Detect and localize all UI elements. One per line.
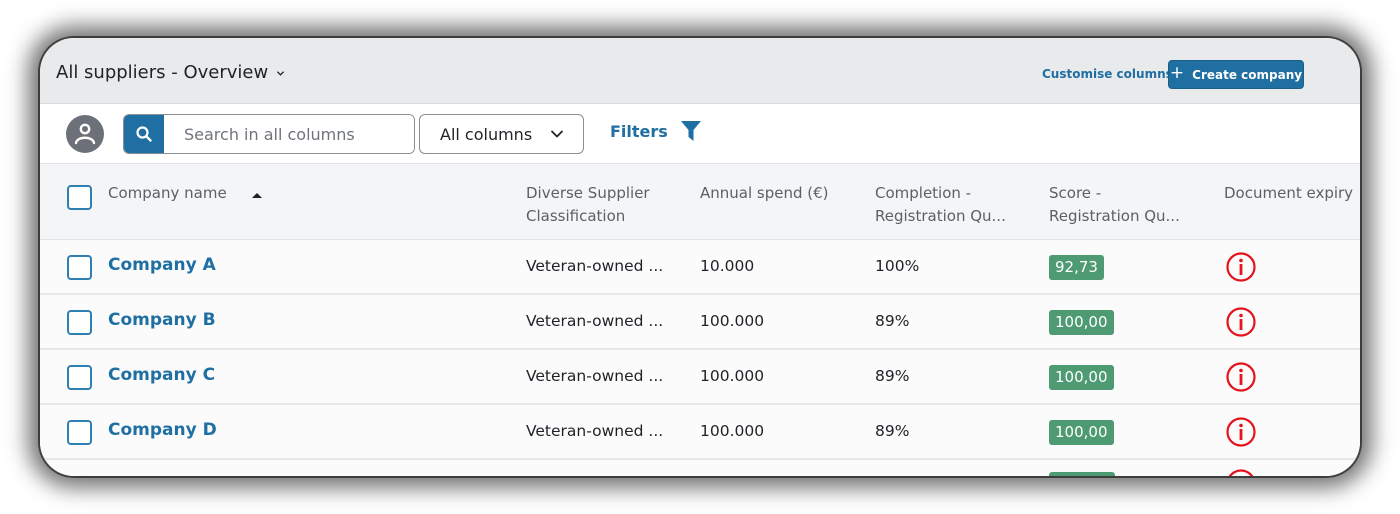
classification-cell: Veteran-owned ...	[526, 422, 664, 440]
completion-cell: 89%	[875, 367, 910, 385]
search-icon	[136, 126, 152, 142]
search-button[interactable]	[124, 115, 164, 153]
score-badge: 100,00	[1049, 365, 1114, 390]
view-selector[interactable]: All suppliers - Overview	[56, 62, 285, 83]
column-header-score[interactable]: Score - Registration Qu...	[1049, 184, 1180, 225]
search-input[interactable]	[164, 115, 414, 153]
avatar[interactable]	[66, 115, 104, 153]
toolbar: All columns Filters	[40, 104, 1360, 164]
column-header-diverse-supplier[interactable]: Diverse Supplier Classification	[526, 184, 650, 225]
annual-spend-cell: 100.000	[700, 367, 765, 385]
suppliers-table: Company name Diverse Supplier Classificat…	[40, 164, 1360, 476]
table-row[interactable]: Company A Veteran-owned ... 10.000 100% …	[40, 240, 1360, 295]
column-header-completion[interactable]: Completion - Registration Qu...	[875, 184, 1006, 225]
chevron-down-icon	[551, 130, 564, 138]
completion-cell: 89%	[875, 312, 910, 330]
company-name-link[interactable]: Company A	[108, 255, 216, 275]
info-circle-icon[interactable]	[1225, 361, 1257, 393]
completion-cell: 89%	[875, 422, 910, 440]
score-badge: 100,00	[1049, 420, 1114, 445]
table-header: Company name Diverse Supplier Classificat…	[40, 164, 1360, 240]
table-row[interactable]: Company B Veteran-owned ... 100.000 89% …	[40, 295, 1360, 350]
table-row[interactable]: Company C Veteran-owned ... 100.000 89% …	[40, 350, 1360, 405]
company-name-link[interactable]: Company B	[108, 310, 216, 330]
info-circle-icon[interactable]	[1225, 306, 1257, 338]
score-badge: 92,73	[1049, 255, 1104, 280]
select-all-checkbox[interactable]	[67, 185, 92, 210]
suppliers-overview-panel: All suppliers - Overview Customise colum…	[40, 38, 1360, 476]
sort-ascending-icon[interactable]	[252, 193, 262, 198]
create-company-button[interactable]: + Create company	[1168, 60, 1304, 89]
info-circle-icon[interactable]	[1225, 416, 1257, 448]
score-badge	[1049, 472, 1115, 476]
page-header: All suppliers - Overview Customise colum…	[40, 38, 1360, 104]
filters-label: Filters	[610, 121, 668, 141]
column-header-document-expiry[interactable]: Document expiry	[1224, 184, 1354, 202]
customise-columns-link[interactable]: Customise columns	[1042, 67, 1173, 81]
completion-cell: 100%	[875, 257, 920, 275]
filters-button[interactable]: Filters	[610, 119, 702, 143]
row-checkbox[interactable]	[67, 420, 92, 445]
row-checkbox[interactable]	[67, 365, 92, 390]
classification-cell: Veteran-owned ...	[526, 257, 664, 275]
annual-spend-cell: 100.000	[700, 422, 765, 440]
search-box	[123, 114, 415, 154]
page-title: All suppliers - Overview	[56, 62, 269, 83]
user-icon	[74, 123, 96, 145]
info-circle-icon[interactable]	[1225, 468, 1257, 476]
column-header-company-name[interactable]: Company name	[108, 184, 227, 202]
chevron-down-icon	[277, 71, 285, 76]
annual-spend-cell: 100.000	[700, 312, 765, 330]
classification-cell: Veteran-owned ...	[526, 312, 664, 330]
info-circle-icon[interactable]	[1225, 251, 1257, 283]
columns-select[interactable]: All columns	[419, 114, 584, 154]
column-header-annual-spend[interactable]: Annual spend (€)	[700, 184, 829, 202]
company-name-link[interactable]: Company C	[108, 365, 216, 385]
table-row[interactable]: Company D Veteran-owned ... 100.000 89% …	[40, 405, 1360, 460]
row-checkbox[interactable]	[67, 255, 92, 280]
score-badge: 100,00	[1049, 310, 1114, 335]
filter-funnel-icon	[680, 121, 701, 141]
company-name-link[interactable]: Company D	[108, 420, 217, 440]
classification-cell: Veteran-owned ...	[526, 367, 664, 385]
table-row-partial[interactable]	[40, 460, 1360, 476]
create-company-label: Create company	[1192, 67, 1303, 82]
plus-icon: +	[1169, 63, 1185, 83]
row-checkbox[interactable]	[67, 310, 92, 335]
columns-select-value: All columns	[440, 124, 533, 144]
annual-spend-cell: 10.000	[700, 257, 755, 275]
